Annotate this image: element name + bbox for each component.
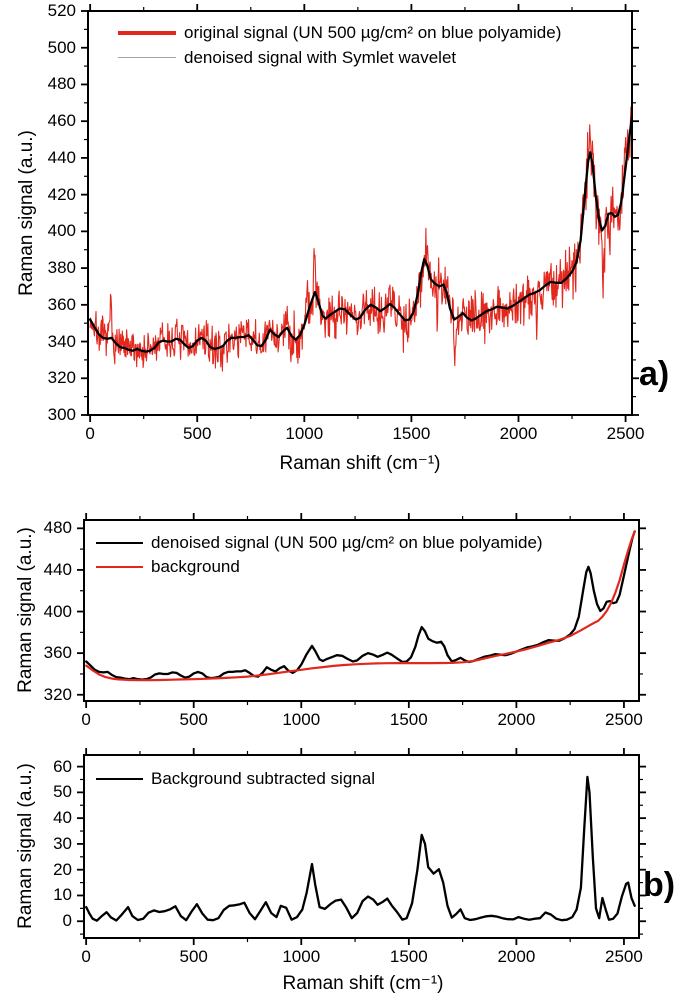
- legend-label: background: [151, 557, 240, 576]
- panel-a-x-axis-label: Raman shift (cm⁻¹): [279, 453, 441, 474]
- axes-frame: [83, 519, 640, 702]
- legend-label: denoised signal with Symlet wavelet: [184, 47, 457, 67]
- panel-a-plot: [81, 4, 639, 422]
- legend-label: denoised signal (UN 500 µg/cm² on blue p…: [151, 533, 543, 552]
- panel-a-legend: original signal (UN 500 µg/cm² on blue p…: [118, 20, 561, 70]
- axes-frame: [83, 754, 640, 939]
- legend-label: Background subtracted signal: [151, 769, 375, 788]
- legend-row: background: [96, 555, 543, 579]
- panel-b_bottom-plot: [77, 748, 646, 945]
- original-signal-legend-line: [118, 30, 176, 35]
- series-denoised-signal: [88, 108, 632, 353]
- legend-row: Background subtracted signal: [96, 767, 375, 791]
- panel-a-letter: a): [639, 355, 670, 393]
- legend-row: original signal (UN 500 µg/cm² on blue p…: [118, 20, 561, 45]
- background-subtracted-legend-line: [96, 777, 143, 781]
- panel-b-bottom-legend: Background subtracted signal: [96, 767, 375, 791]
- legend-row: denoised signal (UN 500 µg/cm² on blue p…: [96, 531, 543, 555]
- legend-row: denoised signal with Symlet wavelet: [118, 45, 561, 70]
- legend-label: original signal (UN 500 µg/cm² on blue p…: [184, 22, 562, 42]
- denoised-signal-legend-line: [118, 56, 176, 59]
- series-original-signal: [89, 98, 632, 372]
- panel-b-letter: b): [643, 866, 676, 904]
- denoised-signal-legend-line: [96, 541, 143, 545]
- panel-b_top-plot: [77, 513, 646, 708]
- panel-b-top-legend: denoised signal (UN 500 µg/cm² on blue p…: [96, 531, 543, 579]
- panel-b-top-y-axis-label: Raman signal (a.u.): [15, 527, 36, 693]
- panel-b-bottom-y-axis-label: Raman signal (a.u.): [15, 763, 36, 929]
- series-background: [85, 530, 636, 682]
- panel-a-y-axis-label: Raman signal (a.u.): [16, 130, 37, 296]
- panel-b-x-axis-label: Raman shift (cm⁻¹): [282, 973, 444, 994]
- series-background-subtracted-signal: [85, 775, 636, 922]
- background-legend-line: [96, 565, 143, 569]
- axes-frame: [87, 10, 633, 416]
